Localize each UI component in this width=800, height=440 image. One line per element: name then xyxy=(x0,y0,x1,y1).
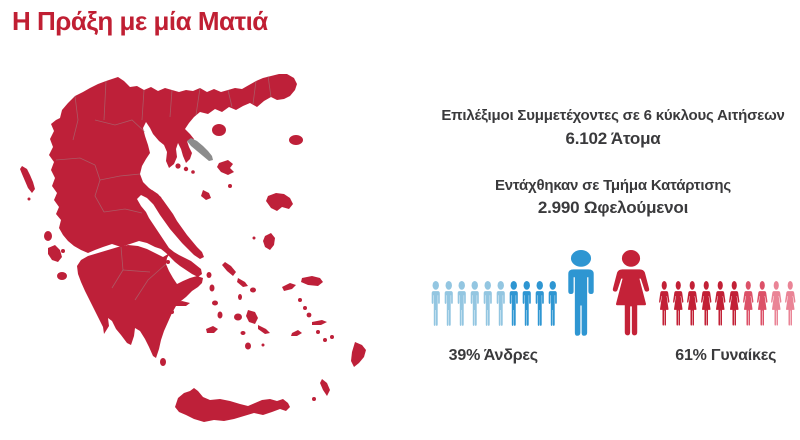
women-percent-label: 61% Γυναίκες xyxy=(675,347,777,365)
stat-eligible-participants: Επιλέξιμοι Συμμετέχοντες σε 6 κύκλους Αι… xyxy=(430,105,796,151)
man-icon xyxy=(496,281,505,326)
man-icon xyxy=(457,281,466,326)
man-icon xyxy=(470,281,479,326)
woman-icon xyxy=(771,281,782,326)
stat-value: 6.102 Άτομα xyxy=(565,128,661,148)
region-border-lines xyxy=(55,75,272,301)
stat-training-enrolled: Εντάχθηκαν σε Τμήμα Κατάρτισης 2.990 Ωφε… xyxy=(430,175,796,221)
woman-icon xyxy=(673,281,684,326)
woman-icon xyxy=(715,281,726,326)
woman-icon xyxy=(701,281,712,326)
stat-label: Εντάχθηκαν σε Τμήμα Κατάρτισης xyxy=(494,176,731,194)
men-small-icons xyxy=(430,281,559,327)
stat-label: Επιλέξιμοι Συμμετέχοντες σε 6 κύκλους Αι… xyxy=(441,107,785,124)
woman-icon xyxy=(757,281,768,326)
athos-peninsula-gray xyxy=(187,138,213,161)
woman-icon xyxy=(687,281,698,326)
men-percent-label: 39% Άνδρες xyxy=(448,347,538,365)
man-icon xyxy=(509,281,518,326)
man-icon xyxy=(548,281,557,326)
big-man-icon xyxy=(563,250,599,338)
page-title: Η Πράξη με μία Ματιά xyxy=(12,6,268,36)
percent-labels: 39% Άνδρες 61% Γυναίκες xyxy=(430,347,796,365)
greece-mainland xyxy=(49,74,297,277)
man-icon xyxy=(483,281,492,326)
stat-value: 2.990 Ωφελούμενοι xyxy=(537,198,689,218)
woman-icon xyxy=(729,281,740,326)
woman-icon xyxy=(659,281,670,326)
man-icon-large xyxy=(568,250,594,336)
gender-pictograph xyxy=(430,246,796,338)
women-small-icons xyxy=(658,281,797,327)
aegean-ionian-islands xyxy=(20,124,366,401)
woman-icon-large xyxy=(612,250,650,336)
euboea-island xyxy=(149,190,204,259)
peloponnese xyxy=(77,245,203,358)
big-woman-icon xyxy=(609,250,653,338)
label-spacer xyxy=(557,347,656,365)
man-icon xyxy=(444,281,453,326)
man-icon xyxy=(431,281,440,326)
crete-island xyxy=(175,388,290,422)
woman-icon xyxy=(743,281,754,326)
man-icon xyxy=(535,281,544,326)
woman-icon xyxy=(785,281,796,326)
stats-panel: Επιλέξιμοι Συμμετέχοντες σε 6 κύκλους Αι… xyxy=(430,105,796,365)
man-icon xyxy=(522,281,531,326)
